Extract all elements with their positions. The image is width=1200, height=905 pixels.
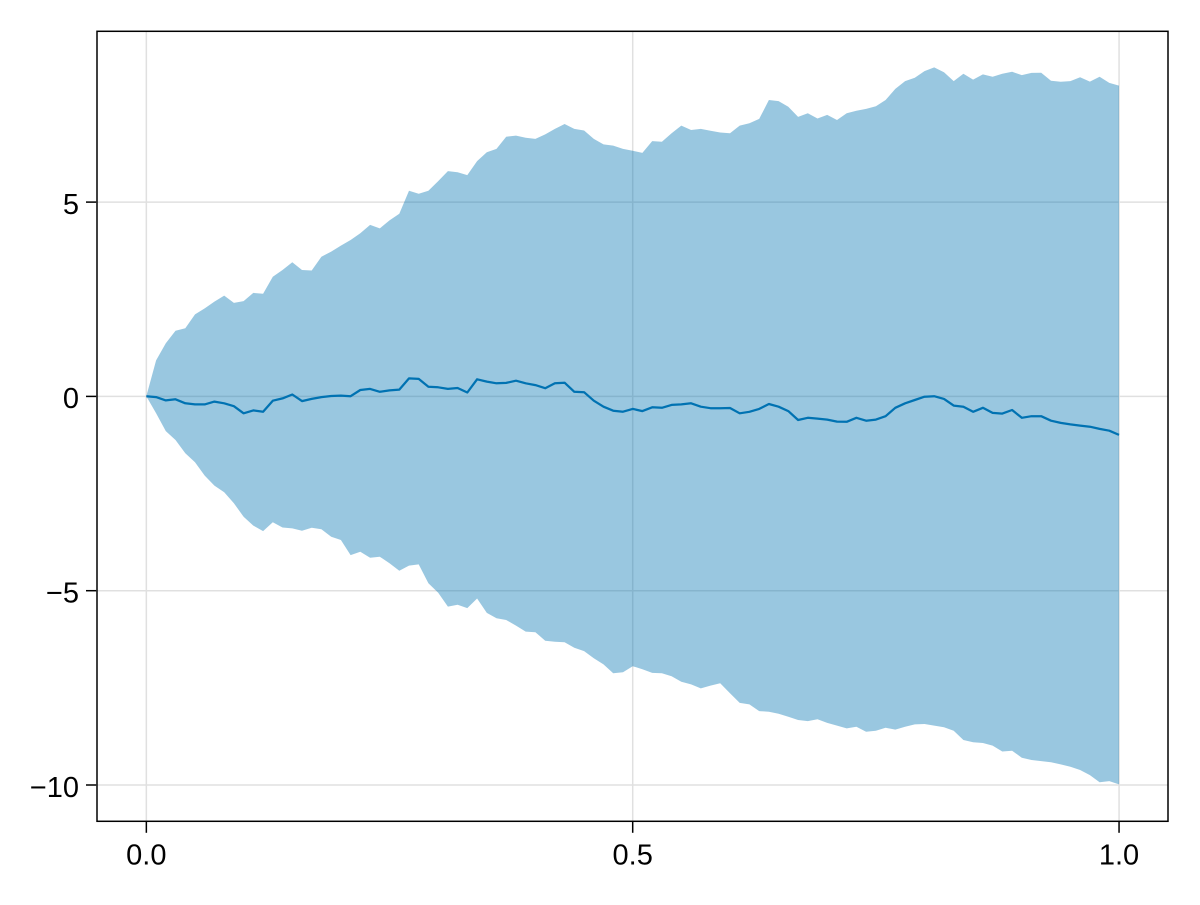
- svg-text:5: 5: [63, 189, 79, 221]
- svg-text:1.0: 1.0: [1099, 840, 1139, 872]
- svg-text:0.5: 0.5: [613, 840, 653, 872]
- svg-text:−5: −5: [46, 578, 79, 610]
- svg-text:0: 0: [63, 383, 79, 415]
- svg-text:0.0: 0.0: [126, 840, 166, 872]
- svg-text:−10: −10: [30, 772, 79, 804]
